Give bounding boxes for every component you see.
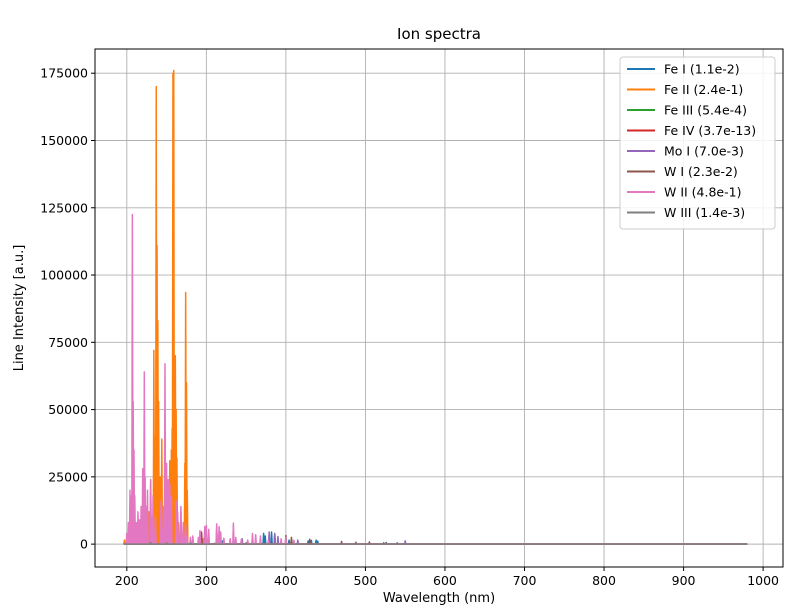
grid [95,49,783,567]
x-tick-label: 400 [274,573,298,588]
series-line-7 [123,541,748,545]
y-axis-label: Line Intensity [a.u.] [12,245,27,372]
legend: Fe I (1.1e-2) Fe II (2.4e-1) Fe III (5.4e-… [619,56,776,230]
series-line-6 [123,213,748,545]
y-axis: 0 25000 50000 75000 100000 125000 150000 175000 [40,66,95,552]
legend-entry-7: W III (1.4e-3) [664,205,745,220]
y-tick-label: 125000 [40,200,88,215]
x-tick-label: 500 [353,573,377,588]
y-tick-label: 100000 [40,268,88,283]
x-axis-label: Wavelength (nm) [383,591,495,606]
x-tick-label: 900 [672,573,696,588]
legend-entry-5: W I (2.3e-2) [664,164,738,179]
legend-entry-4: Mo I (7.0e-3) [664,144,744,159]
x-tick-label: 800 [592,573,616,588]
y-tick-label: 25000 [48,469,88,484]
y-tick-label: 50000 [48,402,88,417]
y-tick-label: 150000 [40,133,88,148]
x-tick-label: 200 [115,573,139,588]
x-tick-label: 1000 [747,573,779,588]
x-axis: 200 300 400 500 600 700 800 900 1000 [115,567,779,588]
chart-title: Ion spectra [397,25,481,43]
legend-entry-6: W II (4.8e-1) [664,185,741,200]
legend-entry-3: Fe IV (3.7e-13) [664,123,756,138]
y-tick-label: 175000 [40,66,88,81]
x-tick-label: 700 [513,573,537,588]
plot-frame [94,48,784,568]
legend-entry-0: Fe I (1.1e-2) [664,62,740,77]
y-tick-label: 75000 [48,335,88,350]
series-layer [123,69,748,545]
y-tick-label: 0 [80,537,88,552]
legend-box [619,56,776,230]
legend-entry-1: Fe II (2.4e-1) [664,82,743,97]
x-tick-label: 300 [194,573,218,588]
legend-entry-2: Fe III (5.4e-4) [664,103,747,118]
x-tick-label: 600 [433,573,457,588]
